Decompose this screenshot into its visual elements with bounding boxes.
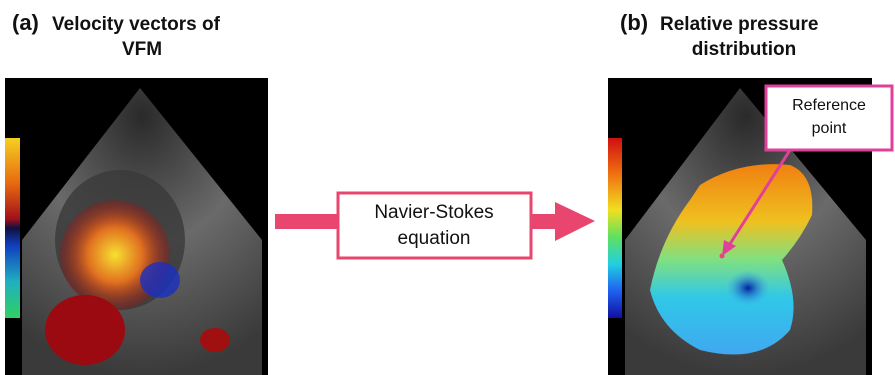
panel-label: (b) bbox=[620, 10, 648, 35]
equation-line: equation bbox=[398, 228, 471, 249]
title-line: distribution bbox=[692, 39, 796, 60]
title-line: Velocity vectors of bbox=[52, 14, 221, 35]
title-line: VFM bbox=[122, 39, 162, 60]
equation-box: Navier-Stokes equation bbox=[338, 193, 531, 258]
equation-line: Navier-Stokes bbox=[374, 202, 493, 223]
panel-label: (a) bbox=[12, 10, 39, 35]
panel-a-image bbox=[5, 78, 268, 375]
callout-line: Reference bbox=[792, 97, 866, 114]
panel-b-title: (b) Relative pressure distribution bbox=[620, 10, 818, 60]
panel-a-title: (a) Velocity vectors of VFM bbox=[12, 10, 221, 60]
figure: (a) Velocity vectors of VFM (b) Relative… bbox=[0, 0, 895, 375]
title-line: Relative pressure bbox=[660, 14, 818, 35]
callout-line: point bbox=[812, 120, 847, 137]
